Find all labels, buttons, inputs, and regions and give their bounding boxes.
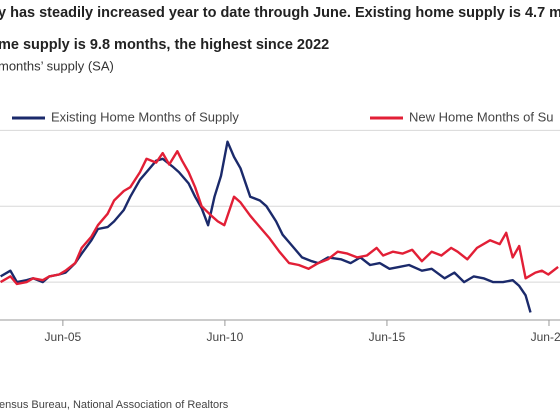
x-tick-label: Jun-05 bbox=[45, 330, 82, 344]
x-tick-label: Jun-20 bbox=[531, 330, 560, 344]
series-line bbox=[0, 150, 559, 286]
chart-subtitle: months’ supply (SA) bbox=[0, 58, 114, 73]
legend-label: New Home Months of Su bbox=[409, 109, 554, 124]
source-note: ensus Bureau, National Association of Re… bbox=[0, 399, 229, 411]
x-tick-label: Jun-15 bbox=[369, 330, 406, 344]
chart-title: y has steadily increased year to date th… bbox=[0, 5, 560, 21]
chart-title: me supply is 9.8 months, the highest sin… bbox=[0, 37, 329, 53]
x-tick-label: Jun-10 bbox=[207, 330, 244, 344]
legend-label: Existing Home Months of Supply bbox=[51, 109, 239, 124]
series-line bbox=[0, 140, 532, 313]
